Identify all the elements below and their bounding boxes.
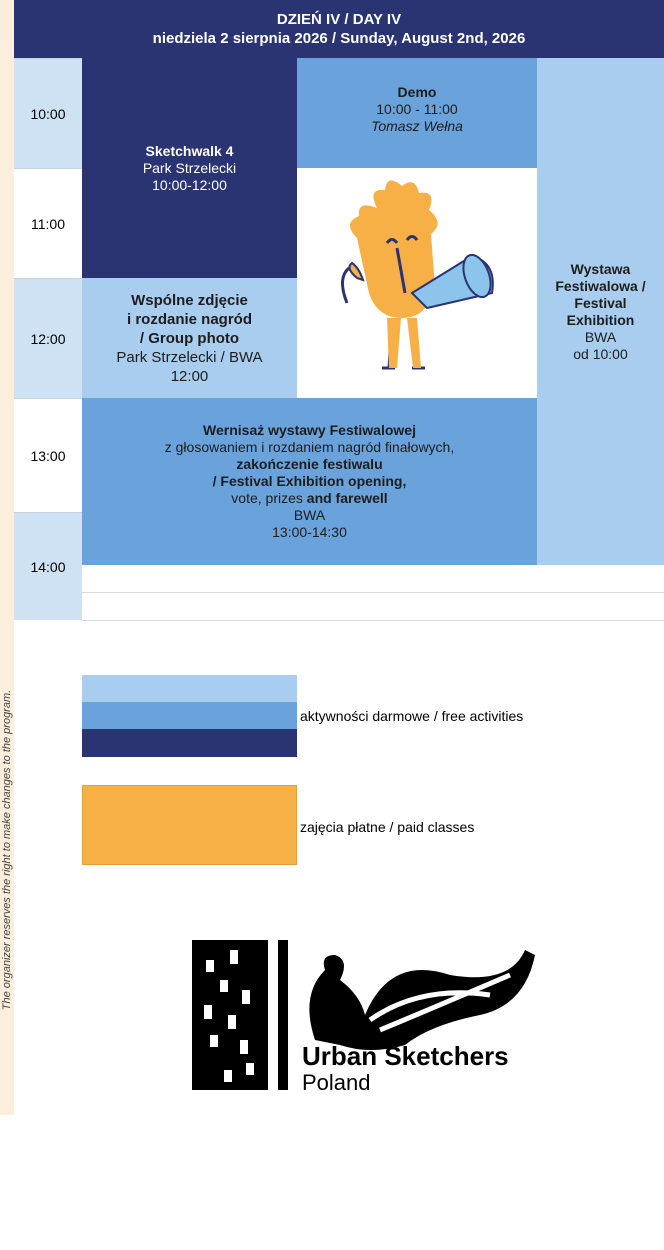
event-exhibition: Wystawa Festiwalowa / Festival Exhibitio… xyxy=(537,58,664,565)
legend-swatch xyxy=(82,702,297,729)
time: 12:00 xyxy=(14,278,82,398)
header: DZIEŃ IV / DAY IV niedziela 2 sierpnia 2… xyxy=(14,0,664,58)
event-title: i rozdanie nagród xyxy=(127,310,252,329)
event-place: Park Strzelecki / BWA xyxy=(116,348,262,367)
grid-line xyxy=(82,620,664,621)
event-title: Wspólne zdjęcie xyxy=(131,291,248,310)
illustration xyxy=(297,168,537,398)
time: 10:00 xyxy=(14,58,82,168)
time: 13:00 xyxy=(14,398,82,512)
event-line: vote, prizes xyxy=(231,490,303,506)
logo: Urban Sketchers Poland xyxy=(190,935,570,1095)
event-place: BWA xyxy=(294,507,325,524)
event-line: z głosowaniem i rozdaniem nagród finałow… xyxy=(165,439,454,456)
time: 11:00 xyxy=(14,168,82,278)
event-title: Wernisaż wystawy Festiwalowej xyxy=(203,422,416,439)
legend-swatch xyxy=(82,729,297,757)
header-title: DZIEŃ IV / DAY IV xyxy=(277,10,401,29)
event-sketchwalk: Sketchwalk 4 Park Strzelecki 10:00-12:00 xyxy=(82,58,297,278)
event-time: 13:00-14:30 xyxy=(272,524,347,541)
logo-country: Poland xyxy=(302,1070,371,1095)
side-note: The organizer reserves the right to make… xyxy=(0,450,14,1250)
time: 14:00 xyxy=(14,512,82,620)
event-group-photo: Wspólne zdjęcie i rozdanie nagród / Grou… xyxy=(82,278,297,398)
event-time: od 10:00 xyxy=(573,346,628,363)
event-place: Park Strzelecki xyxy=(143,160,236,177)
grid-line xyxy=(82,592,664,593)
event-title: Demo xyxy=(398,84,437,101)
event-line: zakończenie festiwalu xyxy=(236,456,382,473)
page: The organizer reserves the right to make… xyxy=(0,0,664,1115)
event-title: Wystawa Festiwalowa / Festival Exhibitio… xyxy=(537,261,664,329)
event-opening: Wernisaż wystawy Festiwalowej z głosowan… xyxy=(82,398,537,565)
event-time: 12:00 xyxy=(171,367,209,386)
legend-swatch xyxy=(82,785,297,865)
event-time: 10:00 - 11:00 xyxy=(376,101,457,118)
event-title: Sketchwalk 4 xyxy=(146,143,234,160)
event-demo: Demo 10:00 - 11:00 Tomasz Wełna xyxy=(297,58,537,168)
event-time: 10:00-12:00 xyxy=(152,177,227,194)
event-line: / Festival Exhibition opening, xyxy=(213,473,407,490)
legend-label: aktywności darmowe / free activities xyxy=(300,708,523,724)
event-place: BWA xyxy=(585,329,616,346)
logo-name: Urban Sketchers xyxy=(302,1041,509,1071)
header-date: niedziela 2 sierpnia 2026 / Sunday, Augu… xyxy=(153,29,526,48)
event-line: and farewell xyxy=(307,490,388,506)
event-host: Tomasz Wełna xyxy=(371,118,463,135)
legend-label: zajęcia płatne / paid classes xyxy=(300,819,474,835)
event-title: / Group photo xyxy=(140,329,239,348)
legend-swatch xyxy=(82,675,297,702)
